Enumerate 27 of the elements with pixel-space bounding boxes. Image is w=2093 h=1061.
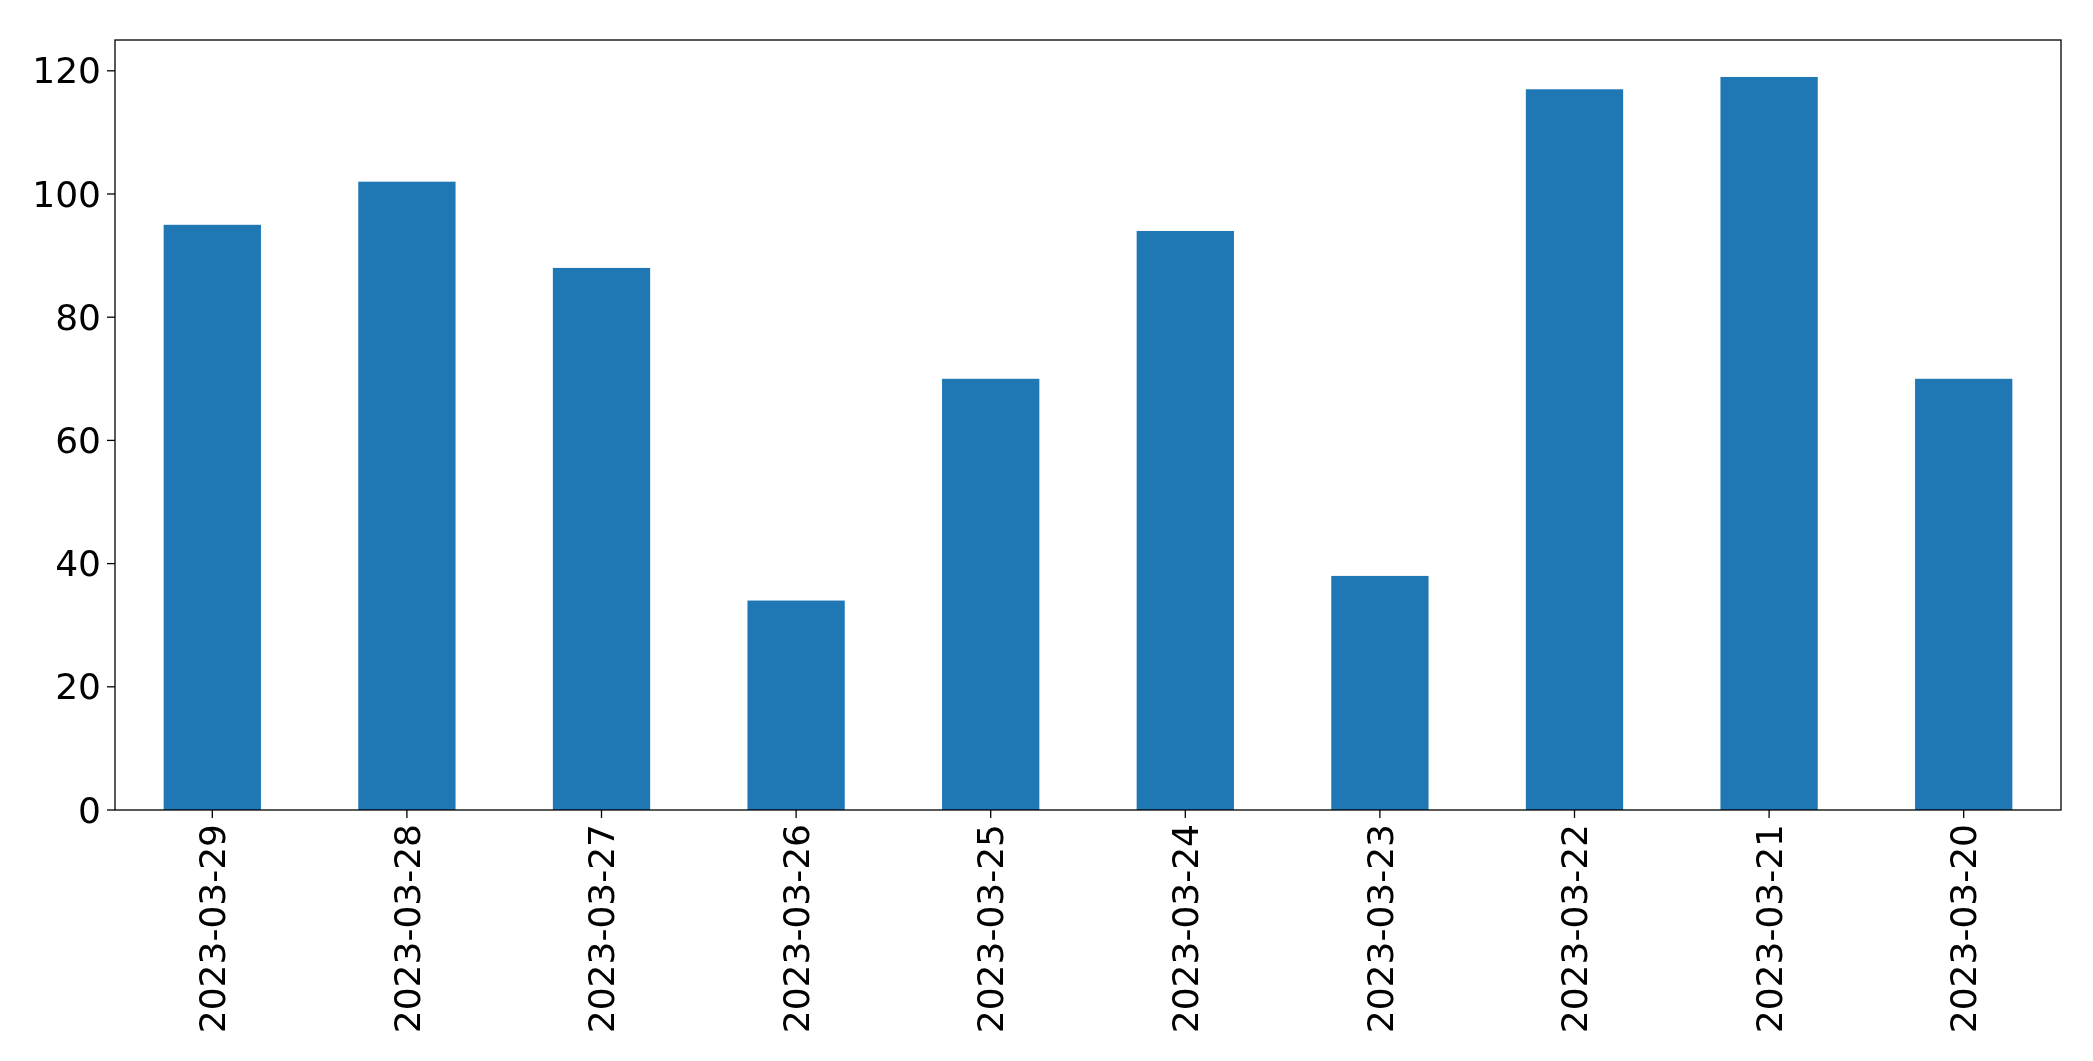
x-tick-label: 2023-03-24: [1164, 824, 1206, 1034]
x-tick-label: 2023-03-25: [970, 824, 1012, 1034]
bar: [942, 378, 1040, 810]
y-tick-label: 120: [32, 50, 101, 92]
y-tick-label: 20: [55, 666, 101, 708]
bar: [552, 267, 651, 810]
x-tick-label: 2023-03-20: [1943, 824, 1985, 1034]
y-tick-label: 80: [55, 296, 101, 338]
bar: [1720, 76, 1818, 810]
y-tick-label: 0: [78, 789, 101, 831]
y-tick-label: 40: [55, 543, 101, 585]
x-tick-label: 2023-03-29: [191, 824, 233, 1034]
x-tick-label: 2023-03-22: [1554, 824, 1596, 1034]
bar: [163, 224, 261, 810]
x-tick-label: 2023-03-26: [775, 824, 817, 1034]
bar: [1525, 89, 1624, 810]
y-tick-label: 100: [32, 173, 101, 215]
x-tick-label: 2023-03-21: [1748, 824, 1790, 1034]
x-tick-label: 2023-03-28: [386, 824, 428, 1034]
y-tick-label: 60: [55, 420, 101, 461]
x-tick-label: 2023-03-23: [1359, 824, 1401, 1034]
bar: [1331, 575, 1429, 810]
bar: [1915, 378, 2013, 810]
bar: [1136, 230, 1234, 810]
x-tick-label: 2023-03-27: [581, 824, 623, 1034]
bar: [747, 600, 845, 810]
bar: [358, 181, 456, 810]
